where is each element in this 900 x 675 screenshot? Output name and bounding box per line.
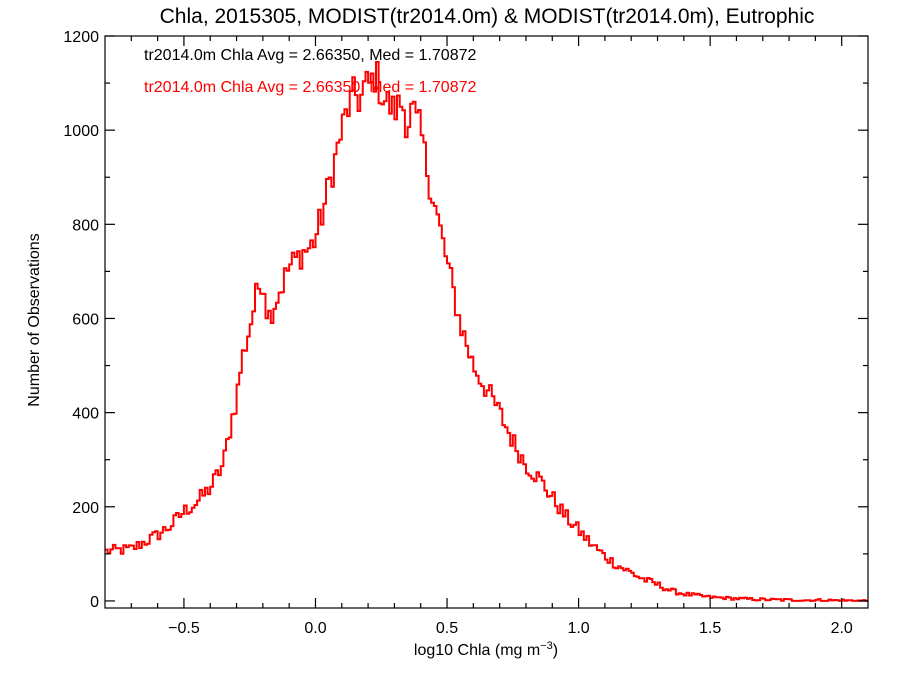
x-axis-title-superscript: −3 [540,640,553,652]
plot-area: −0.5 0.0 0.5 1.0 1.5 2.0 0 200 400 600 800 1000 1200 [63,29,869,637]
x-tick-label: 1.5 [699,620,721,637]
annotation-red: tr2014.0m Chla Avg = 2.66350, Med = 1.70… [144,79,476,96]
x-tick-label: −0.5 [168,620,200,637]
annotation-black: tr2014.0m Chla Avg = 2.66350, Med = 1.70… [144,47,476,64]
y-tick-label: 600 [72,311,99,328]
y-tick-label: 200 [72,500,99,517]
x-axis-title-suffix: ) [553,642,558,659]
y-axis-title: Number of Observations [26,233,43,406]
y-tick-label: 800 [72,217,99,234]
x-tick-label: 2.0 [831,620,853,637]
x-tick-label: 0.0 [304,620,326,637]
x-tick-label: 0.5 [436,620,458,637]
histogram-series-0 [105,61,868,602]
chart-title: Chla, 2015305, MODIST(tr2014.0m) & MODIS… [160,5,815,28]
y-tick-label: 1200 [63,29,99,46]
y-tick-label: 1000 [63,123,99,140]
x-axis-title: log10 Chla (mg m−3) [414,640,558,659]
x-tick-label: 1.0 [567,620,589,637]
plot-frame [104,35,869,609]
y-tick-label: 0 [90,594,99,611]
y-tick-label: 400 [72,406,99,423]
x-axis-title-prefix: log10 Chla (mg m [414,642,540,659]
